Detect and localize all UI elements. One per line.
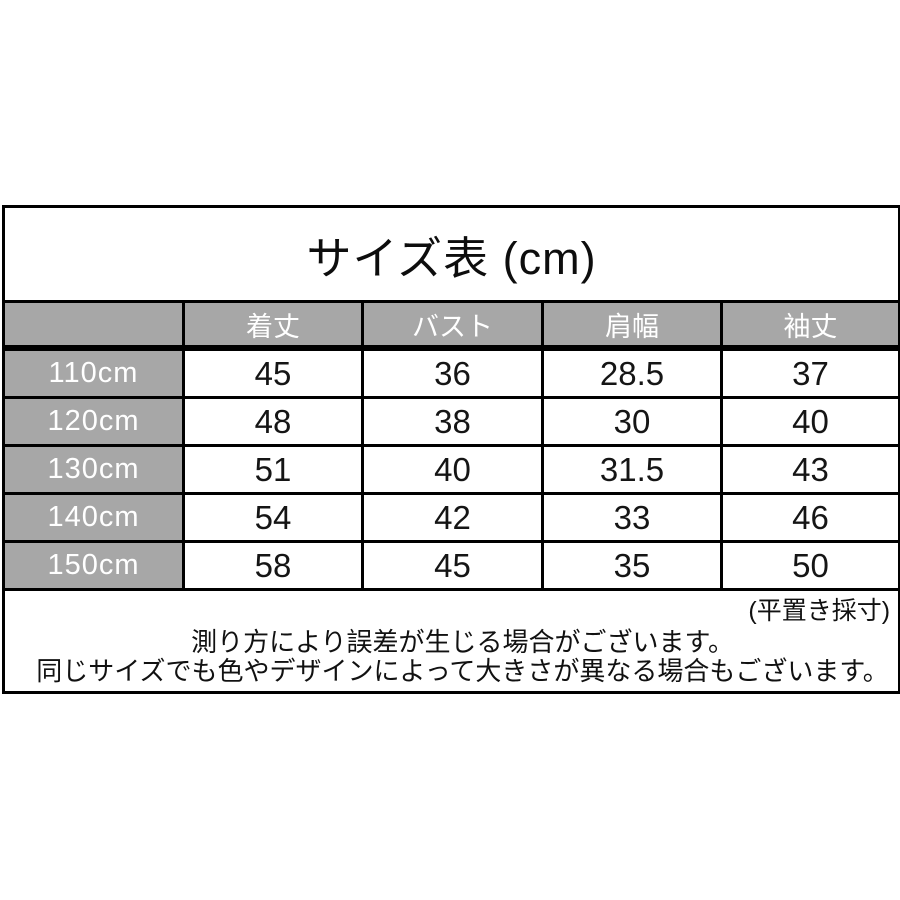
header-row: 着丈 バスト 肩幅 袖丈 <box>2 300 900 351</box>
table-cell: 35 <box>541 540 723 591</box>
row-label-140cm: 140cm <box>2 492 185 543</box>
column-header-body-length: 着丈 <box>182 300 364 351</box>
table-cell: 58 <box>182 540 364 591</box>
flat-measurement-note: (平置き採寸) <box>748 597 891 626</box>
table-cell: 40 <box>361 444 544 495</box>
column-header-bust: バスト <box>361 300 544 351</box>
row-label-110cm: 110cm <box>2 346 185 399</box>
table-cell: 30 <box>541 396 723 447</box>
table-cell: 33 <box>541 492 723 543</box>
table-row-110cm: 110cm 45 36 28.5 37 <box>2 346 900 399</box>
table-row-130cm: 130cm 51 40 31.5 43 <box>2 444 900 495</box>
table-cell: 38 <box>361 396 544 447</box>
table-cell: 40 <box>719 396 900 447</box>
table-row-150cm: 150cm 58 45 35 50 <box>2 540 900 591</box>
disclaimer-notes: 測り方により誤差が生じる場合がございます。 同じサイズでも色やデザインによって大… <box>7 626 897 687</box>
table-cell: 43 <box>719 444 900 495</box>
table-cell: 37 <box>719 346 900 399</box>
row-label-130cm: 130cm <box>2 444 185 495</box>
table-cell: 51 <box>182 444 364 495</box>
page-title: サイズ表 (cm) <box>1 205 900 303</box>
table-cell: 28.5 <box>541 346 723 399</box>
table-cell: 46 <box>719 492 900 543</box>
column-header-sleeve-length: 袖丈 <box>719 300 900 351</box>
row-label-120cm: 120cm <box>2 396 185 447</box>
table-cell: 50 <box>719 540 900 591</box>
disclaimer-line-1: 測り方により誤差が生じる場合がございます。 <box>191 626 734 657</box>
footer-cell: (平置き採寸) 測り方により誤差が生じる場合がございます。 同じサイズでも色やデ… <box>1 588 900 694</box>
table-row-120cm: 120cm 48 38 30 40 <box>2 396 900 447</box>
table-cell: 45 <box>182 346 364 399</box>
table-cell: 36 <box>361 346 544 399</box>
column-header-shoulder-width: 肩幅 <box>541 300 723 351</box>
table-cell: 48 <box>182 396 364 447</box>
row-label-150cm: 150cm <box>2 540 185 591</box>
table-cell: 42 <box>361 492 544 543</box>
footer-row: (平置き採寸) 測り方により誤差が生じる場合がございます。 同じサイズでも色やデ… <box>1 588 900 694</box>
table-cell: 31.5 <box>541 444 723 495</box>
table-cell: 54 <box>182 492 364 543</box>
corner-cell <box>2 300 185 351</box>
table-cell: 45 <box>361 540 544 591</box>
size-table: サイズ表 (cm) 着丈 バスト 肩幅 袖丈 110cm 45 36 28.5 … <box>1 205 900 694</box>
table-row-140cm: 140cm 54 42 33 46 <box>2 492 900 543</box>
disclaimer-line-2: 同じサイズでも色やデザインによって大きさが異なる場合もございます。 <box>36 656 889 687</box>
title-row: サイズ表 (cm) <box>1 205 900 303</box>
